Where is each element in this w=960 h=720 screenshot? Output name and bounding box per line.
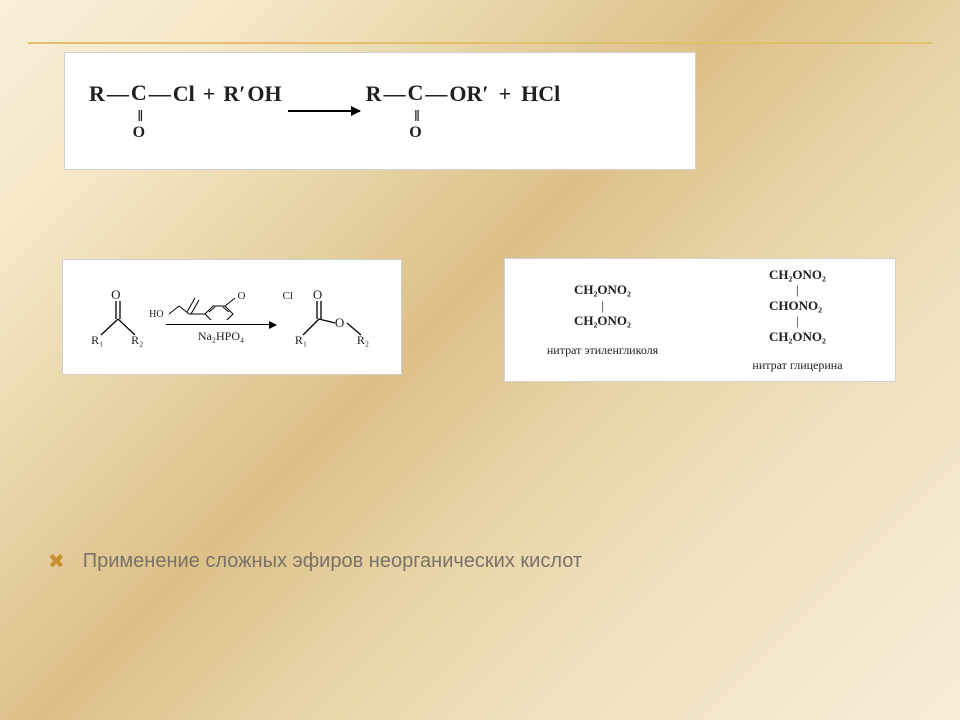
egn-formula: CH₂ONO₂ | CH₂ONO₂ (574, 282, 631, 329)
nitrates-columns: CH₂ONO₂ | CH₂ONO₂ нитрат этиленгликоля C… (505, 259, 895, 381)
gn-formula: CH₂ONO₂ | CHONO₂ | CH₂ONO₂ (769, 267, 826, 345)
rxn1-content: R — C ‖ O — Cl + R′ OH R — C ‖ O — OR′ +… (89, 81, 560, 140)
ketone-structure: O R₁ R₂ (93, 289, 143, 345)
ester-C: C ‖ O (408, 81, 424, 140)
oxygen-label: O (335, 315, 344, 331)
reaction-equation-1: R — C ‖ O — Cl + R′ OH R — C ‖ O — OR′ +… (64, 52, 696, 170)
plus-sign: + (203, 81, 216, 107)
reaction-arrow (166, 324, 276, 326)
bullet-item: ✖ Применение сложных эфиров неорганическ… (48, 550, 582, 573)
cl-label: Cl (283, 290, 293, 302)
r2-label: R₂ (357, 333, 369, 348)
reaction-arrow (288, 110, 360, 112)
o-label: O (238, 290, 246, 302)
rxn2-content: O R₁ R₂ HO O (93, 289, 371, 345)
oxygen-label: O (313, 287, 322, 303)
ester-structure: O O R₁ R₂ (299, 289, 371, 345)
gn-caption: нитрат глицерина (752, 358, 842, 373)
glycerol-nitrate: CH₂ONO₂ | CHONO₂ | CH₂ONO₂ нитрат глицер… (700, 259, 895, 381)
arrow-with-reagents: HO O Cl Na₂HPO₄ (149, 290, 293, 345)
r-group: R (366, 81, 382, 107)
bond-dash: — (107, 81, 129, 107)
bullet-text: Применение сложных эфиров неорганических… (83, 550, 582, 573)
bond-dash: — (384, 81, 406, 107)
oxygen-label: O (111, 287, 120, 303)
buffer-label: Na₂HPO₄ (198, 329, 244, 344)
reaction-equation-2: O R₁ R₂ HO O (62, 259, 402, 375)
bond-dash: — (425, 81, 447, 107)
plus-sign: + (499, 81, 512, 107)
r-group: R (89, 81, 105, 107)
peracid-structure: HO O Cl (149, 290, 293, 320)
bond-dash: — (149, 81, 171, 107)
chloride: Cl (173, 81, 195, 107)
r2-label: R₂ (131, 333, 143, 348)
ethylene-glycol-nitrate: CH₂ONO₂ | CH₂ONO₂ нитрат этиленгликоля (505, 259, 700, 381)
hydroxyl: OH (247, 81, 281, 107)
egn-caption: нитрат этиленгликоля (547, 343, 658, 358)
bullet-icon: ✖ (48, 552, 65, 572)
nitrate-esters-panel: CH₂ONO₂ | CH₂ONO₂ нитрат этиленгликоля C… (504, 258, 896, 382)
r1-label: R₁ (91, 333, 103, 348)
acyl-C: C ‖ O (131, 81, 147, 140)
r-prime: R′ (223, 81, 245, 107)
hcl: HCl (521, 81, 560, 107)
decorative-top-line (28, 42, 932, 44)
or-prime: OR′ (449, 81, 488, 107)
r1-label: R₁ (295, 333, 307, 348)
